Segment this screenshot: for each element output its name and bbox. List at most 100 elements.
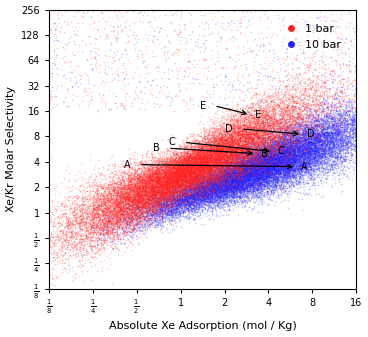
Point [154,180,160,185]
Point [321,139,327,145]
Point [234,164,240,170]
Point [149,212,155,218]
Point [177,157,183,162]
Point [234,172,240,178]
Point [261,166,266,172]
Point [201,156,207,161]
Point [127,182,132,188]
Point [319,137,325,142]
Point [213,170,219,175]
Point [122,194,128,199]
Point [151,171,156,176]
Point [100,221,106,226]
Point [268,99,274,105]
Point [138,204,144,209]
Point [167,175,173,180]
Point [311,147,317,153]
Point [128,179,134,184]
Point [219,193,224,198]
Point [266,159,272,165]
Point [330,141,336,147]
Point [264,178,270,183]
Point [306,93,312,99]
Point [321,89,327,94]
Point [308,141,314,146]
Point [160,196,166,202]
Point [265,167,270,173]
Point [208,155,213,160]
Point [81,202,87,207]
Point [208,168,214,173]
Point [223,181,229,186]
Point [207,193,213,198]
Point [100,16,106,21]
Point [288,112,294,117]
Point [180,191,185,196]
Point [249,119,255,124]
Point [161,209,167,214]
Point [247,162,253,167]
Point [138,207,144,213]
Point [152,187,158,192]
Point [269,155,275,160]
Point [288,135,294,140]
Point [282,111,288,116]
Point [252,140,258,145]
Point [112,185,117,191]
Point [185,169,191,174]
Point [191,178,197,183]
Point [227,181,233,187]
Point [207,191,213,197]
Point [212,172,218,178]
Point [152,207,158,212]
Point [289,156,295,161]
Point [236,174,241,179]
Point [283,147,289,152]
Point [300,134,306,140]
Point [250,187,256,193]
Point [289,125,295,130]
Point [166,176,172,181]
Point [210,87,216,93]
Point [255,162,261,167]
Point [338,85,344,90]
Point [313,158,319,164]
Point [290,114,296,119]
Point [219,136,224,142]
Point [201,98,206,103]
Point [227,186,233,192]
Point [214,168,220,173]
Point [213,156,219,161]
Point [218,171,224,177]
Point [205,175,211,181]
Point [165,159,171,165]
Point [304,166,310,171]
Point [208,181,213,186]
Point [163,197,169,203]
Point [322,80,328,85]
Point [245,114,251,119]
Point [146,207,152,213]
Point [103,205,109,211]
Point [141,196,146,202]
Point [226,179,232,184]
Point [165,209,171,215]
Point [294,166,300,172]
Point [112,211,118,217]
Point [231,137,237,143]
Point [112,197,117,203]
Point [143,193,149,198]
Point [320,138,326,143]
Point [206,141,212,146]
Point [205,176,211,181]
Point [275,128,280,133]
Point [290,75,296,80]
Point [214,143,220,149]
Point [300,135,306,141]
Point [321,130,327,135]
Point [232,179,238,184]
Point [251,165,257,170]
Point [211,148,217,154]
Point [225,193,231,198]
Point [303,109,309,114]
